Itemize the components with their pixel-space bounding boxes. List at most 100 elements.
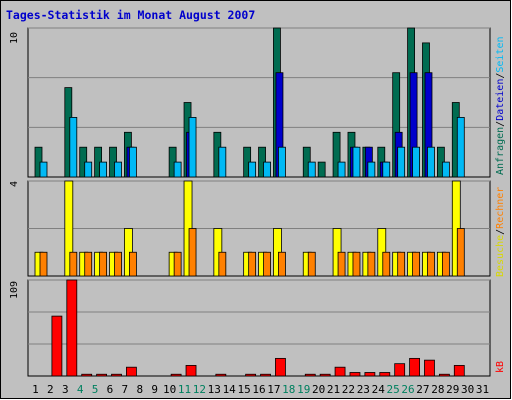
bar-kb (275, 357, 286, 377)
bar-seiten (307, 161, 316, 178)
bar-seiten (456, 117, 465, 178)
x-tick-label: 23 (357, 383, 370, 396)
bar-kb (126, 366, 137, 377)
panel-top (27, 27, 491, 178)
bar-kb (51, 315, 63, 377)
bar-rechner (173, 251, 182, 277)
bar-seiten (99, 161, 108, 178)
bar-seiten (382, 161, 391, 178)
x-tick-label: 19 (297, 383, 310, 396)
bar-kb (185, 365, 197, 377)
x-tick-label: 28 (431, 383, 444, 396)
x-tick-label: 1 (32, 383, 39, 396)
x-tick-label: 30 (461, 383, 474, 396)
x-tick-label: 8 (136, 383, 143, 396)
bar-rechner (397, 251, 406, 277)
x-tick-label: 29 (446, 383, 459, 396)
bar-rechner (114, 251, 122, 277)
bar-rechner (337, 251, 346, 277)
bar-rechner (99, 251, 108, 277)
bar-kb (260, 373, 271, 377)
bar-kb (438, 373, 450, 377)
bar-seiten (129, 146, 137, 178)
bar-rechner (382, 251, 391, 277)
bar-rechner (188, 228, 197, 277)
x-axis-labels: 1 2 3 4 5 6 7 8 9 10 11 12 13 14 15 16 17 18 19 20 21 22 23 24 2… (32, 383, 489, 396)
bar-seiten (441, 161, 450, 178)
bar-seiten (352, 146, 361, 178)
bar-kb (379, 372, 391, 377)
bar-seiten (218, 146, 227, 178)
bar-kb (111, 373, 122, 377)
bar-kb (66, 279, 78, 377)
legend-entry: Anfragen (495, 127, 506, 175)
x-tick-label: 4 (77, 383, 84, 396)
x-tick-label: 10 (163, 383, 176, 396)
panel-bottom-ymax-label: 109 (9, 281, 20, 299)
x-tick-label: 15 (237, 383, 250, 396)
panel-middle-ymax-label: 4 (9, 181, 20, 187)
bar-rechner (427, 251, 435, 277)
bar-rechner (129, 251, 137, 277)
bar-kb (394, 363, 406, 377)
panel-top-ymax-label: 10 (9, 32, 20, 44)
bar-kb (409, 357, 420, 377)
x-tick-label: 21 (327, 383, 340, 396)
legend-entry: Rechner (495, 187, 506, 229)
x-tick-label: 26 (401, 383, 414, 396)
x-tick-label: 31 (476, 383, 489, 396)
bar-rechner (39, 251, 48, 277)
panel-bottom-plot-area (27, 279, 491, 377)
bar-rechner (263, 251, 271, 277)
bar-seiten (173, 161, 182, 178)
bar-rechner (441, 251, 450, 277)
bar-besuche (64, 180, 74, 277)
bar-rechner (248, 251, 257, 277)
x-tick-label: 6 (107, 383, 114, 396)
bar-rechner (218, 251, 227, 277)
x-tick-label: 7 (122, 383, 129, 396)
bar-kb (334, 366, 346, 377)
bar-rechner (278, 251, 286, 277)
bar-seiten (39, 161, 48, 178)
x-tick-label: 5 (92, 383, 99, 396)
bar-seiten (114, 161, 122, 178)
bar-rechner (412, 251, 420, 277)
legend-entry: Dateien (495, 79, 506, 121)
bar-rechner (352, 251, 361, 277)
x-tick-label: 25 (387, 383, 400, 396)
x-tick-label: 3 (62, 383, 69, 396)
x-tick-label: 17 (267, 383, 280, 396)
legend-entry: / (495, 73, 506, 79)
bar-anfragen (332, 131, 341, 178)
bar-rechner (69, 251, 78, 277)
legend-entry: Besuche (495, 235, 506, 277)
bar-kb (453, 365, 465, 377)
legend-bottom: kB (495, 361, 506, 373)
bar-kb (424, 359, 435, 377)
legend-entry: kB (495, 361, 506, 373)
legend-entry: / (495, 229, 506, 235)
legend-entry: Seiten (495, 36, 506, 72)
bar-seiten (337, 161, 346, 178)
bar-seiten (397, 146, 406, 178)
x-tick-label: 13 (208, 383, 221, 396)
bar-rechner (367, 251, 376, 277)
panel-middle (27, 180, 491, 277)
x-tick-label: 16 (252, 383, 265, 396)
bar-kb (245, 373, 257, 377)
bar-anfragen (317, 161, 326, 178)
legend-middle: Besuche/Rechner (495, 187, 506, 277)
bar-kb (349, 372, 361, 377)
bar-kb (364, 372, 376, 377)
x-tick-label: 2 (47, 383, 54, 396)
bar-seiten (69, 117, 78, 178)
bar-seiten (412, 146, 420, 178)
x-tick-label: 24 (372, 383, 386, 396)
bar-rechner (307, 251, 316, 277)
chart-title: Tages-Statistik im Monat August 2007 (6, 8, 255, 22)
bar-kb (319, 373, 331, 377)
bar-kb (81, 373, 93, 377)
bar-seiten (248, 161, 257, 178)
